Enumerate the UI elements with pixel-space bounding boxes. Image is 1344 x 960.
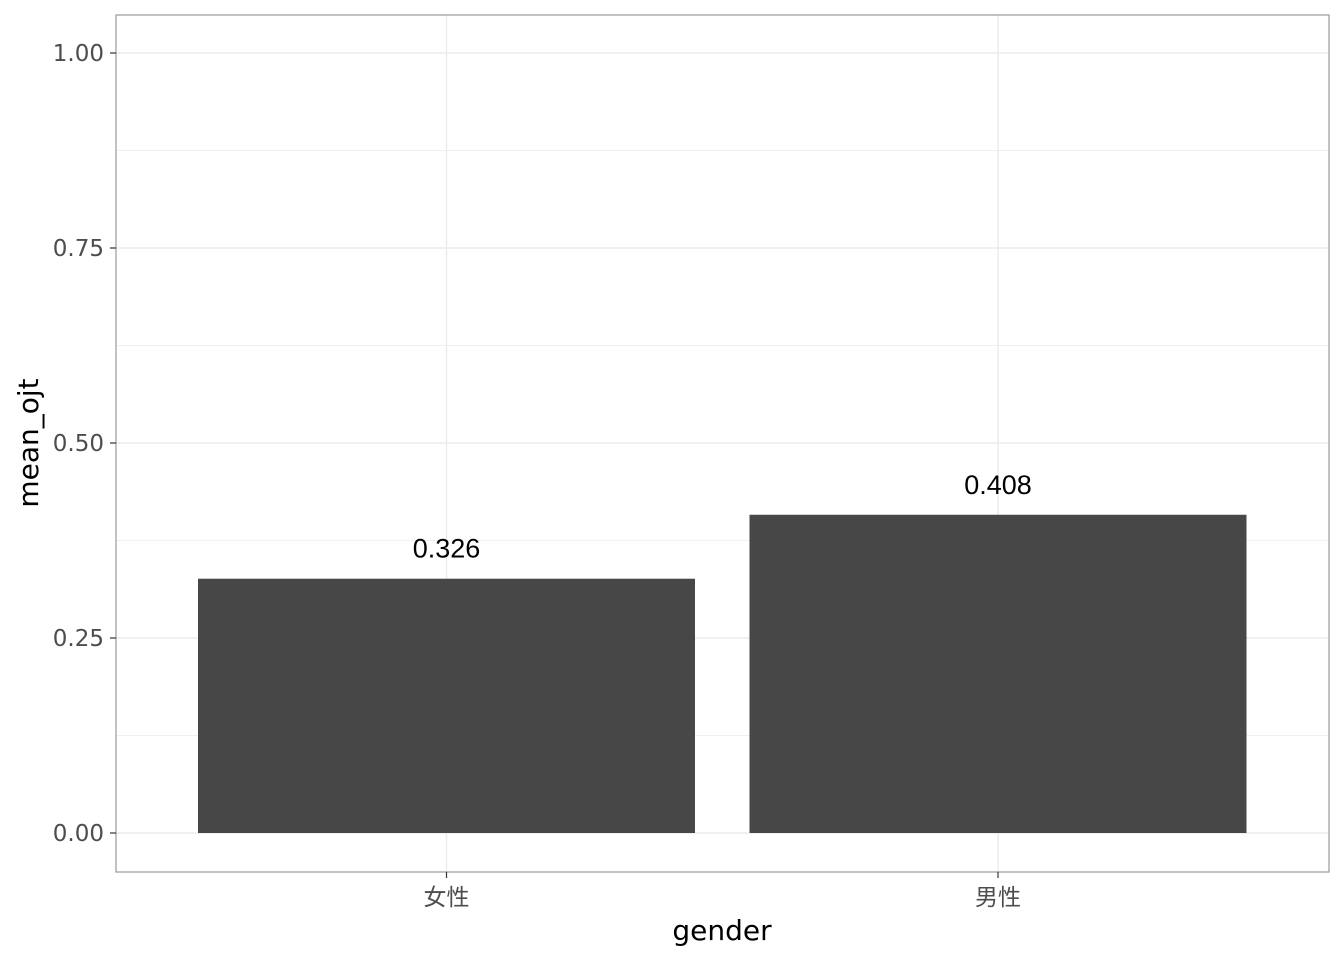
bars	[198, 514, 1247, 833]
x-tick-label: 女性	[424, 885, 470, 911]
y-tick-label: 0.50	[53, 431, 104, 457]
bar-1	[198, 578, 695, 833]
x-tick-label: 男性	[975, 885, 1021, 911]
y-tick-label: 0.75	[53, 236, 104, 262]
data-label: 0.326	[413, 534, 481, 564]
data-label: 0.408	[964, 470, 1032, 500]
x-axis-title: gender	[672, 914, 772, 947]
bar-2	[749, 514, 1247, 833]
y-axis-title: mean_ojt	[12, 378, 45, 507]
axes: 0.00 0.25 0.50 0.75 1.00 女性 男性	[53, 41, 1021, 911]
y-tick-label: 0.25	[53, 626, 104, 652]
y-tick-label: 1.00	[53, 41, 104, 67]
data-labels: 0.326 0.408	[413, 470, 1032, 564]
y-tick-label: 0.00	[53, 821, 104, 847]
